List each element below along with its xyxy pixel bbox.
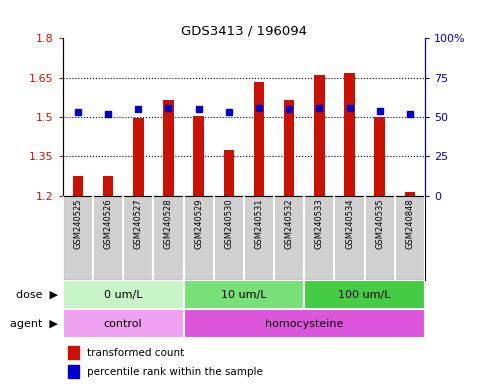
Bar <box>374 117 385 196</box>
Text: GSM240532: GSM240532 <box>284 199 294 249</box>
Text: percentile rank within the sample: percentile rank within the sample <box>86 367 262 377</box>
Bar <box>405 192 415 196</box>
Text: transformed count: transformed count <box>86 348 184 358</box>
Bar <box>304 280 425 309</box>
Text: GSM240535: GSM240535 <box>375 199 384 249</box>
Bar <box>163 100 174 196</box>
Bar <box>63 280 184 309</box>
Text: agent  ▶: agent ▶ <box>10 318 58 329</box>
Bar <box>133 118 143 196</box>
Text: GSM240531: GSM240531 <box>255 199 264 249</box>
Bar <box>68 365 79 378</box>
Bar <box>103 176 114 196</box>
Bar <box>254 82 264 196</box>
Text: GSM240528: GSM240528 <box>164 199 173 249</box>
Text: GSM240534: GSM240534 <box>345 199 354 249</box>
Bar <box>284 100 295 196</box>
Text: GSM240529: GSM240529 <box>194 199 203 249</box>
Text: dose  ▶: dose ▶ <box>16 290 58 300</box>
Bar <box>224 150 234 196</box>
Title: GDS3413 / 196094: GDS3413 / 196094 <box>181 24 307 37</box>
Bar <box>193 116 204 196</box>
Bar <box>68 346 79 359</box>
Text: control: control <box>104 318 142 329</box>
Text: GSM240530: GSM240530 <box>224 199 233 249</box>
Bar <box>184 280 304 309</box>
Text: GSM240527: GSM240527 <box>134 199 143 249</box>
Bar <box>63 309 184 338</box>
Text: homocysteine: homocysteine <box>265 318 343 329</box>
Text: 100 um/L: 100 um/L <box>339 290 391 300</box>
Bar <box>344 73 355 196</box>
Text: 0 um/L: 0 um/L <box>104 290 142 300</box>
Bar <box>184 309 425 338</box>
Text: GSM240848: GSM240848 <box>405 199 414 249</box>
Bar <box>314 75 325 196</box>
Text: GSM240525: GSM240525 <box>73 199 83 249</box>
Text: GSM240526: GSM240526 <box>103 199 113 249</box>
Text: GSM240533: GSM240533 <box>315 199 324 249</box>
Text: 10 um/L: 10 um/L <box>221 290 267 300</box>
Bar <box>72 176 83 196</box>
